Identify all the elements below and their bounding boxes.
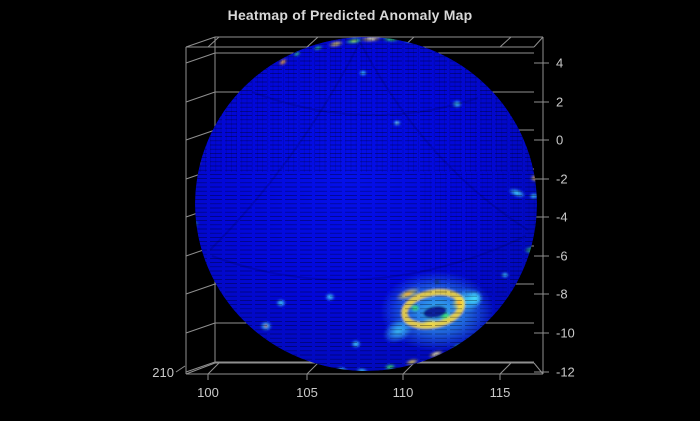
x-tick-label: 115 <box>490 385 511 400</box>
z-tick-label: -8 <box>556 287 568 302</box>
z-tick-label: -2 <box>556 172 568 187</box>
z-tick-label: 2 <box>556 95 563 110</box>
mesh-seam <box>209 41 361 251</box>
anomaly-hotspot <box>508 188 526 198</box>
anomaly-hotspot <box>206 289 212 295</box>
anomaly-hotspot <box>195 295 203 303</box>
anomaly-hotspot <box>279 353 285 359</box>
axis-labels: 4 2 0 -2 -4 -6 -8 -10 -12 100 105 110 115 210 <box>152 56 575 401</box>
anomaly-hotspot <box>351 340 361 348</box>
anomaly-hotspot <box>195 146 200 154</box>
anomaly-hotspot <box>529 192 537 200</box>
anomaly-hotspot <box>466 49 474 55</box>
anomaly-hotspot <box>359 70 367 76</box>
mesh-seam <box>251 91 479 117</box>
x-tick-label: 105 <box>296 385 318 400</box>
anomaly-hotspot <box>513 320 525 330</box>
anomaly-hotspot <box>484 59 490 65</box>
z-tick-label: -10 <box>556 326 575 341</box>
anomaly-hotspot <box>405 358 419 366</box>
anomaly-hotspot <box>263 345 269 351</box>
anomaly-hotspot <box>421 318 439 328</box>
anomaly-hotspot <box>448 40 458 50</box>
anomaly-hotspot <box>293 51 301 57</box>
anomaly-hotspot <box>452 100 462 108</box>
anomaly-hotspot <box>276 299 286 307</box>
sphere-heatmap <box>195 37 537 371</box>
mesh-seam <box>359 41 529 231</box>
anomaly-hotspot <box>325 293 335 301</box>
z-tick-label: -6 <box>556 249 568 264</box>
anomaly-hotspot <box>420 38 432 46</box>
anomaly-hotspot <box>328 40 344 48</box>
z-tick-label: -4 <box>556 210 568 225</box>
x-tick-label: 110 <box>393 385 414 400</box>
x-tick-label: 100 <box>197 385 219 400</box>
chart-title: Heatmap of Predicted Anomaly Map <box>227 7 473 23</box>
z-tick-label: -12 <box>556 365 575 380</box>
anomaly-hotspot <box>356 367 368 371</box>
anomaly-hotspot <box>471 336 481 342</box>
anomaly-hotspot <box>218 314 224 320</box>
mesh-seam <box>211 235 527 281</box>
anomaly-hotspot <box>195 239 197 247</box>
anomaly-hotspot <box>384 363 396 371</box>
y-tick-label: 210 <box>152 365 174 380</box>
anomaly-hotspot <box>410 304 420 312</box>
z-tick-label: 4 <box>556 56 563 71</box>
z-tick-label: 0 <box>556 133 563 148</box>
anomaly-hotspot <box>313 45 323 51</box>
anomaly-hotspot <box>501 272 509 278</box>
anomaly-hotspot <box>520 106 528 114</box>
ring-anomaly <box>380 271 494 351</box>
